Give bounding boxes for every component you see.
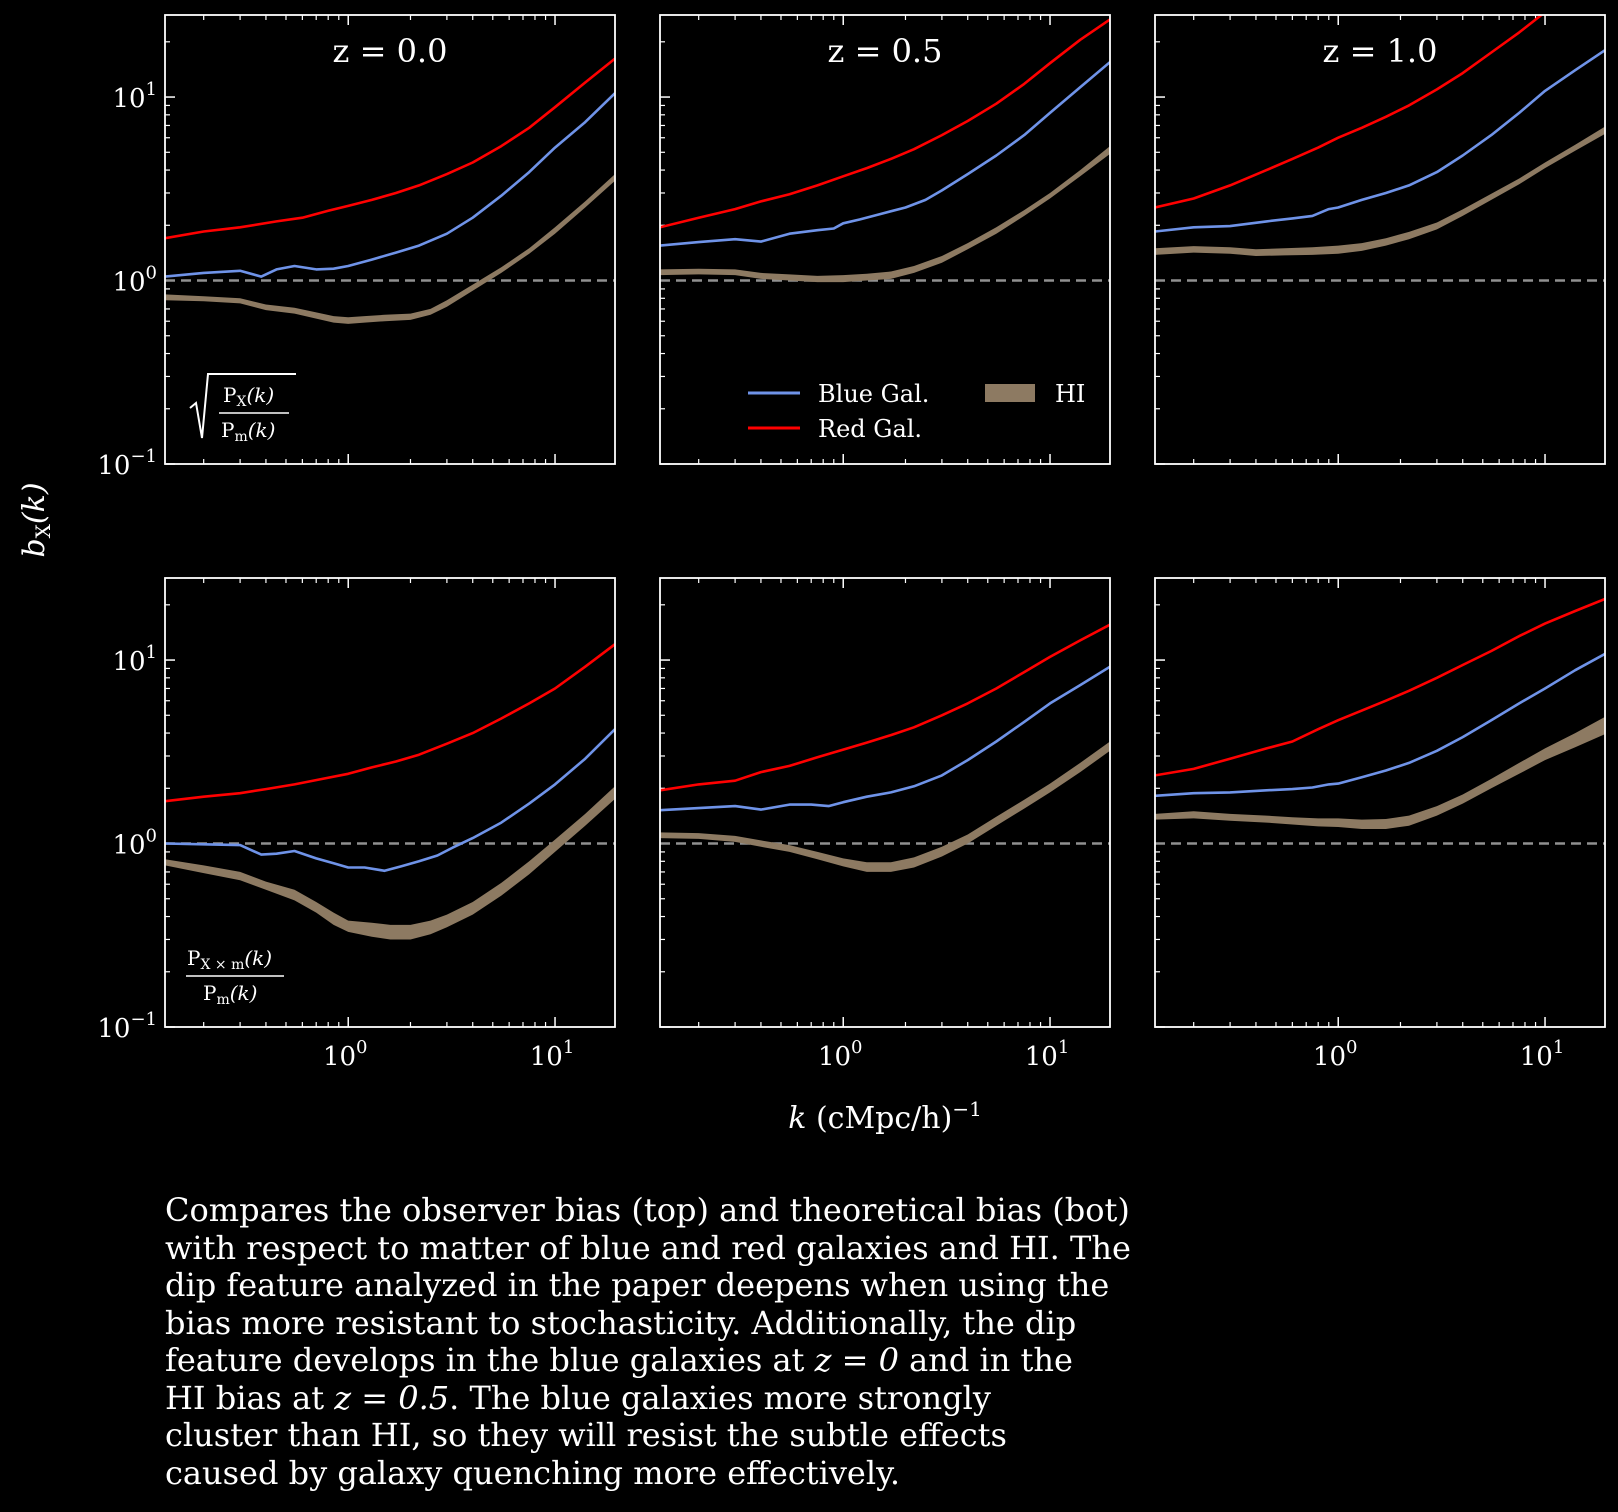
caption-text: feature develops in the blue galaxies at — [165, 1341, 815, 1379]
hi-band — [165, 174, 615, 324]
red-galaxy-line — [165, 643, 615, 803]
y-tick-label: 10−1 — [97, 1009, 157, 1044]
blue-galaxy-line — [165, 92, 615, 278]
panel-frame — [164, 577, 616, 1028]
panel-title: z = 1.0 — [1323, 32, 1438, 70]
panel-frame — [659, 14, 1111, 465]
caption-line: with respect to matter of blue and red g… — [165, 1228, 1131, 1267]
hi-band — [1155, 126, 1605, 256]
caption-text: HI bias at — [165, 1378, 335, 1417]
panel-data — [660, 18, 1110, 283]
panel-r0-c1: z = 0.5 — [659, 14, 1111, 465]
hi-band — [660, 741, 1110, 872]
panel-frame — [164, 14, 616, 465]
panel-r1-c0: 100 101 10−1 100 101 — [97, 577, 616, 1072]
panel-data — [165, 57, 615, 324]
x-tick-label: 100 — [323, 1037, 368, 1072]
caption-line: bias more resistant to stochasticity. Ad… — [165, 1303, 1077, 1342]
caption-line: cluster than HI, so they will resist the… — [165, 1416, 1007, 1454]
blue-galaxy-line — [165, 728, 615, 873]
panel-r0-c0: 10−1 100 101 z = 0.0 — [97, 14, 616, 481]
blue-galaxy-line — [1155, 49, 1605, 233]
legend-label-red: Red Gal. — [818, 415, 922, 443]
legend: Blue Gal. Red Gal. HI — [748, 380, 1085, 443]
caption-math: z = 0.5 — [334, 1378, 450, 1417]
row-label-top: PX(k) Pm(k) — [189, 373, 296, 445]
x-tick-label: 101 — [1025, 1037, 1070, 1072]
blue-galaxy-line — [660, 665, 1110, 812]
hi-band — [1155, 716, 1605, 829]
panel-frame — [1154, 14, 1606, 465]
caption-text: . The blue galaxies more strongly — [449, 1378, 991, 1417]
y-tick-label: 101 — [112, 79, 157, 114]
panel-frame — [1154, 577, 1606, 1028]
y-tick-label: 100 — [112, 826, 157, 861]
y-tick-label: 101 — [112, 642, 157, 677]
panel-r1-c2: 100 101 — [1154, 577, 1606, 1072]
panel-data — [660, 623, 1110, 872]
y-tick-label: 10−1 — [97, 446, 157, 481]
blue-galaxy-line — [1155, 652, 1605, 798]
panel-data — [165, 643, 615, 940]
red-galaxy-line — [660, 18, 1110, 229]
hi-band — [660, 146, 1110, 283]
y-axis-label: bX(k) — [17, 482, 55, 557]
row-label-bottom: PX × m(k) Pm(k) — [186, 946, 284, 1008]
caption-line: Compares the observer bias (top) and the… — [165, 1191, 1130, 1229]
panel-r0-c2: z = 1.0 — [1154, 14, 1606, 465]
caption-line: feature develops in the blue galaxies at… — [165, 1341, 1185, 1380]
x-tick-label: 101 — [1520, 1037, 1565, 1072]
panel-frame — [659, 577, 1111, 1028]
panel-data — [1155, 597, 1605, 845]
panel-r1-c1: 100 101 — [659, 577, 1111, 1072]
red-galaxy-line — [1155, 15, 1544, 209]
caption-line: caused by galaxy quenching more effectiv… — [165, 1453, 901, 1492]
sqrt-radical — [189, 373, 296, 439]
caption-text: and in the — [898, 1341, 1073, 1379]
x-tick-label: 100 — [1313, 1037, 1358, 1072]
figure-caption: Compares the observer bias (top) and the… — [165, 1191, 1185, 1492]
panel-title: z = 0.0 — [333, 32, 448, 70]
legend-swatch-hi — [985, 384, 1035, 402]
legend-label-blue: Blue Gal. — [818, 380, 929, 408]
red-galaxy-line — [165, 57, 615, 240]
row-label-top-numerator: PX(k) — [223, 383, 274, 410]
row-label-top-denominator: Pm(k) — [221, 418, 275, 445]
caption-line: dip feature analyzed in the paper deepen… — [165, 1266, 1110, 1304]
caption-math: z = 0 — [814, 1341, 899, 1379]
x-tick-label: 101 — [530, 1037, 575, 1072]
hi-band — [165, 786, 615, 940]
panel-data — [1155, 15, 1605, 282]
red-galaxy-line — [1155, 597, 1605, 777]
x-axis-label: k (cMpc/h)−1 — [788, 1097, 982, 1136]
blue-galaxy-line — [660, 61, 1110, 247]
row-label-bottom-denominator: Pm(k) — [203, 981, 257, 1008]
legend-label-hi: HI — [1055, 380, 1085, 408]
panel-title: z = 0.5 — [828, 32, 943, 70]
y-tick-label: 100 — [112, 263, 157, 298]
caption-line: HI bias at z = 0.5. The blue galaxies mo… — [165, 1378, 1185, 1418]
x-tick-label: 100 — [818, 1037, 863, 1072]
row-label-bottom-numerator: PX × m(k) — [187, 946, 272, 973]
red-galaxy-line — [660, 623, 1110, 792]
